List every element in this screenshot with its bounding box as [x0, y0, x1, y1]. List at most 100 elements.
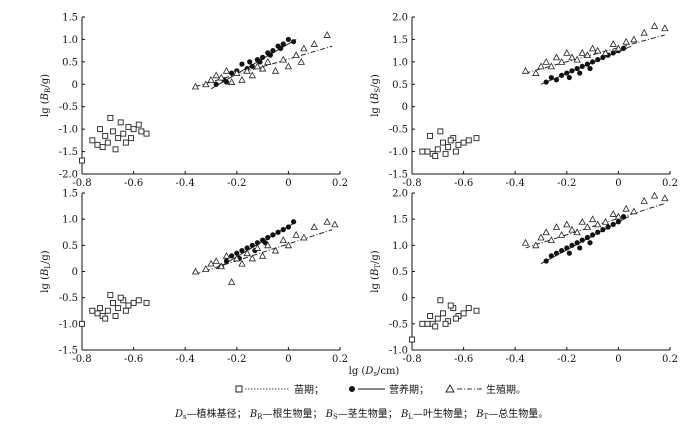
point-reproductive [601, 217, 610, 225]
point-seedling [452, 315, 459, 322]
point-seedling [434, 146, 441, 153]
fit-line-reproductive [525, 34, 665, 74]
point-reproductive [191, 267, 200, 275]
point-reproductive [547, 236, 555, 243]
point-vegetative [615, 219, 622, 225]
caption-ds-symbol: D [174, 409, 183, 420]
caption-bl-symbol: B [400, 409, 408, 420]
point-reproductive [222, 66, 231, 74]
point-reproductive [258, 251, 267, 259]
point-vegetative [265, 234, 271, 241]
point-seedling [460, 139, 467, 146]
caption-bt-sub: T [484, 413, 489, 421]
point-vegetative [600, 227, 606, 233]
point-seedling [445, 144, 452, 151]
point-reproductive [212, 71, 220, 79]
point-reproductive [614, 44, 623, 52]
point-vegetative [285, 36, 291, 43]
point-vegetative [260, 54, 266, 60]
y-tick-label: -1.0 [59, 319, 78, 330]
legend-label-reproductive: 生殖期。 [486, 383, 526, 396]
y-tick-label: 0.5 [392, 267, 408, 278]
point-vegetative [270, 48, 276, 54]
y-tick-label: -2.0 [59, 170, 78, 181]
point-vegetative [553, 250, 560, 256]
y-tick-label: 1.0 [392, 241, 408, 252]
x-tick-label: 0 [615, 354, 621, 365]
point-seedling [79, 157, 85, 164]
point-reproductive [284, 241, 293, 249]
point-reproductive [661, 194, 669, 202]
point-vegetative [569, 242, 575, 248]
point-reproductive [563, 49, 571, 56]
point-reproductive [563, 220, 571, 228]
panel-2: -1.5 -1.0 -0.5 0 0.5 1.0 1.5 2.0 -0.8 -0.6 -0.4 -0.… [370, 13, 678, 190]
point-reproductive [258, 64, 267, 72]
x-tick-label: -0.2 [557, 178, 576, 189]
point-seedling [440, 139, 446, 146]
x-tick-label: -0.8 [72, 354, 91, 365]
point-seedling [473, 307, 480, 314]
legend-label-seedling: 苗期； [294, 384, 324, 396]
legend: 苗期； 营养期； 生殖期。 [235, 383, 526, 396]
point-vegetative [579, 237, 585, 243]
point-reproductive [521, 238, 530, 246]
point-vegetative [249, 242, 255, 248]
point-vegetative [267, 52, 273, 58]
point-reproductive [292, 231, 300, 238]
point-vegetative [543, 79, 549, 85]
point-reproductive [279, 55, 287, 63]
y-tick-label: -1.0 [59, 125, 78, 136]
point-vegetative [270, 232, 276, 238]
point-reproductive [310, 223, 318, 230]
point-vegetative [595, 57, 601, 63]
point-reproductive [630, 35, 638, 43]
x-tick-label: 0 [615, 178, 621, 189]
point-reproductive [537, 233, 545, 241]
caption-br-text: —根生物量； [262, 407, 322, 420]
point-seedling [110, 299, 116, 306]
point-reproductive [573, 55, 581, 63]
point-reproductive [331, 220, 339, 228]
y-tick-label: 0.5 [62, 57, 78, 68]
y-axis-label: lg (BS/g) [370, 74, 382, 117]
point-seedling [473, 135, 480, 142]
point-reproductive [300, 44, 308, 52]
point-reproductive [532, 241, 540, 249]
caption-bs-sub: S [333, 413, 338, 421]
point-reproductive [222, 251, 231, 259]
x-tick-label: 0 [285, 178, 291, 189]
point-reproductive [557, 231, 566, 238]
point-vegetative [574, 65, 580, 72]
point-reproductive [542, 228, 550, 236]
point-seedling [110, 128, 116, 135]
point-vegetative [584, 61, 591, 67]
point-reproductive [300, 233, 308, 241]
y-tick-label: 1.0 [62, 215, 78, 226]
point-seedling [104, 307, 111, 314]
point-reproductive [547, 62, 555, 70]
caption-br-sub: R [257, 413, 263, 421]
point-seedling [89, 307, 96, 314]
point-vegetative [548, 74, 554, 81]
point-vegetative [553, 77, 560, 83]
y-tick-label: 1.0 [392, 57, 408, 68]
x-tick-label: -0.2 [227, 178, 246, 189]
point-reproductive [573, 228, 581, 236]
point-reproductive [588, 215, 597, 223]
point-vegetative [543, 258, 549, 264]
y-tick-label: -1.0 [389, 346, 408, 357]
point-reproductive [542, 58, 550, 65]
x-tick-label: -0.6 [454, 354, 473, 365]
point-seedling [432, 323, 439, 330]
caption-br-symbol: B [249, 409, 257, 420]
point-reproductive [568, 225, 576, 233]
point-seedling [115, 135, 122, 142]
point-seedling [112, 146, 119, 153]
point-reproductive [640, 197, 648, 204]
point-reproductive [202, 265, 210, 272]
y-tick-label: 2.0 [392, 189, 408, 200]
point-seedling [117, 119, 124, 126]
point-reproductive [217, 262, 225, 270]
point-vegetative [600, 54, 606, 60]
